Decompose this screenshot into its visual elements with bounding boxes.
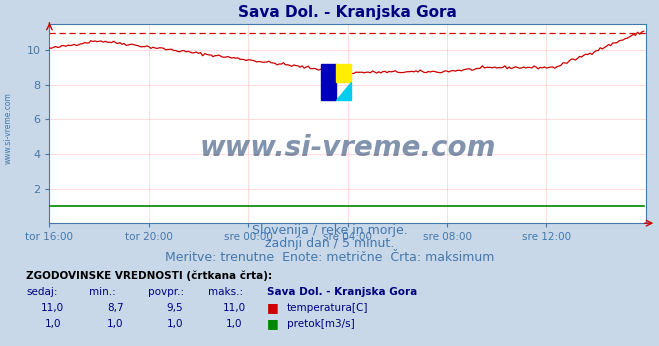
Text: ■: ■ <box>267 317 279 330</box>
Text: ■: ■ <box>267 301 279 315</box>
Text: min.:: min.: <box>89 287 116 297</box>
Text: 8,7: 8,7 <box>107 303 124 313</box>
Text: temperatura[C]: temperatura[C] <box>287 303 368 313</box>
Bar <box>335 64 351 82</box>
Text: povpr.:: povpr.: <box>148 287 185 297</box>
Text: www.si-vreme.com: www.si-vreme.com <box>200 134 496 162</box>
Text: pretok[m3/s]: pretok[m3/s] <box>287 319 355 329</box>
Text: 9,5: 9,5 <box>166 303 183 313</box>
Text: Sava Dol. - Kranjska Gora: Sava Dol. - Kranjska Gora <box>267 287 417 297</box>
Text: 1,0: 1,0 <box>166 319 183 329</box>
Text: sedaj:: sedaj: <box>26 287 58 297</box>
Text: maks.:: maks.: <box>208 287 243 297</box>
Text: 1,0: 1,0 <box>44 319 61 329</box>
Text: Slovenija / reke in morje.: Slovenija / reke in morje. <box>252 224 407 237</box>
Text: www.si-vreme.com: www.si-vreme.com <box>4 92 13 164</box>
Text: 1,0: 1,0 <box>225 319 243 329</box>
Text: 11,0: 11,0 <box>41 303 65 313</box>
Text: zadnji dan / 5 minut.: zadnji dan / 5 minut. <box>265 237 394 251</box>
Text: 11,0: 11,0 <box>222 303 246 313</box>
Polygon shape <box>335 82 351 100</box>
Text: ZGODOVINSKE VREDNOSTI (črtkana črta):: ZGODOVINSKE VREDNOSTI (črtkana črta): <box>26 270 272 281</box>
Title: Sava Dol. - Kranjska Gora: Sava Dol. - Kranjska Gora <box>238 5 457 20</box>
Text: Meritve: trenutne  Enote: metrične  Črta: maksimum: Meritve: trenutne Enote: metrične Črta: … <box>165 251 494 264</box>
Bar <box>321 64 335 100</box>
Text: 1,0: 1,0 <box>107 319 124 329</box>
